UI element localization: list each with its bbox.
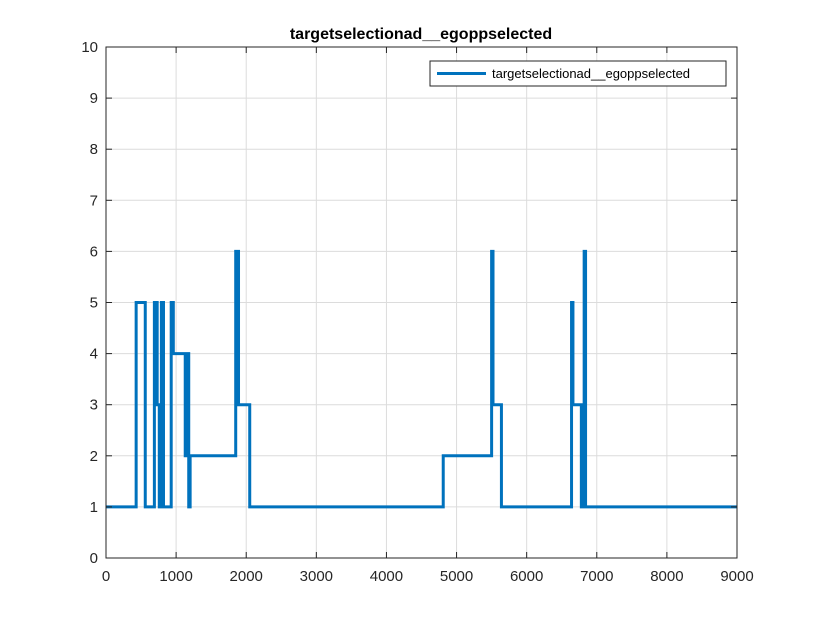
y-tick-label: 6 (90, 243, 98, 260)
series-line (106, 249, 737, 509)
y-tick-label: 0 (90, 550, 98, 567)
y-tick-label: 3 (90, 397, 98, 414)
x-tick-label: 1000 (159, 568, 192, 585)
x-tick-label: 5000 (440, 568, 473, 585)
x-tick-label: 3000 (300, 568, 333, 585)
y-tick-label: 9 (90, 90, 98, 107)
x-tick-label: 2000 (230, 568, 263, 585)
series-layer (106, 249, 737, 509)
x-tick-label: 0 (102, 568, 110, 585)
y-tick-label: 7 (90, 192, 98, 209)
x-tick-label: 6000 (510, 568, 543, 585)
y-tick-label: 8 (90, 141, 98, 158)
legend: targetselectionad__egoppselected (429, 60, 727, 87)
y-tick-label: 2 (90, 448, 98, 465)
x-tick-label: 8000 (650, 568, 683, 585)
x-tick-label: 7000 (580, 568, 613, 585)
y-tick-label: 4 (90, 346, 98, 363)
y-tick-label: 1 (90, 499, 98, 516)
y-tick-label: 5 (90, 295, 98, 312)
legend-label: targetselectionad__egoppselected (492, 66, 690, 81)
chart-title: targetselectionad__egoppselected (290, 26, 552, 43)
y-tick-label: 10 (81, 39, 98, 56)
x-tick-label: 4000 (370, 568, 403, 585)
y-tick-labels: 0 1 2 3 4 5 6 7 8 9 10 (81, 39, 98, 567)
tick-marks (105, 46, 738, 559)
x-tick-label: 9000 (720, 568, 753, 585)
x-tick-labels: 0 1000 2000 3000 4000 5000 6000 7000 8000 9000 (102, 568, 754, 585)
